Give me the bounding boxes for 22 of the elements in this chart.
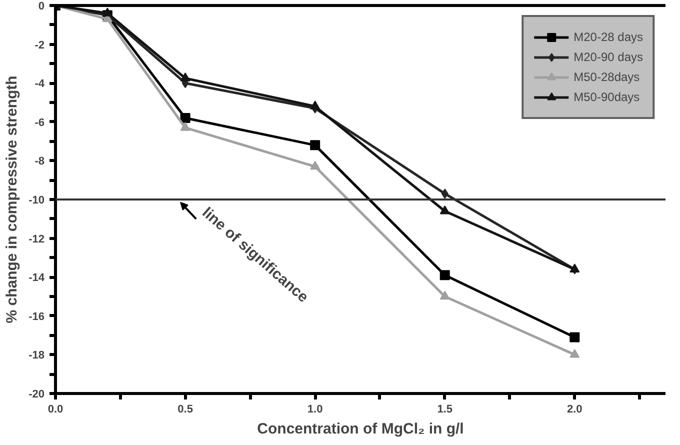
legend-label: M20-90 days bbox=[574, 50, 643, 64]
x-tick-label: 0.5 bbox=[178, 404, 193, 416]
x-axis-title: Concentration of MgCl₂ in g/l bbox=[257, 420, 464, 438]
y-tick-label: -10 bbox=[28, 194, 45, 206]
legend-label: M20-28 days bbox=[574, 30, 643, 44]
legend-label: M50-90days bbox=[574, 90, 640, 104]
y-tick-label: -18 bbox=[28, 350, 45, 362]
y-tick-label: -2 bbox=[34, 39, 44, 52]
y-tick-label: -6 bbox=[34, 116, 44, 129]
y-axis-title: % change in compressive strength bbox=[4, 76, 21, 324]
y-tick-label: -16 bbox=[28, 310, 45, 323]
x-tick-label: 1.0 bbox=[307, 404, 323, 416]
y-tick-label: 0 bbox=[38, 0, 45, 12]
x-tick-label: 0.0 bbox=[48, 404, 64, 416]
legend-label: M50-28days bbox=[574, 70, 640, 84]
x-tick-label: 2.0 bbox=[567, 404, 582, 416]
y-tick-label: -14 bbox=[28, 272, 46, 284]
x-tick-label: 1.5 bbox=[437, 404, 453, 416]
y-tick-label: -4 bbox=[34, 78, 46, 90]
y-tick-label: -12 bbox=[28, 233, 45, 246]
y-tick-label: -8 bbox=[34, 156, 44, 168]
y-tick-label: -20 bbox=[28, 388, 45, 400]
